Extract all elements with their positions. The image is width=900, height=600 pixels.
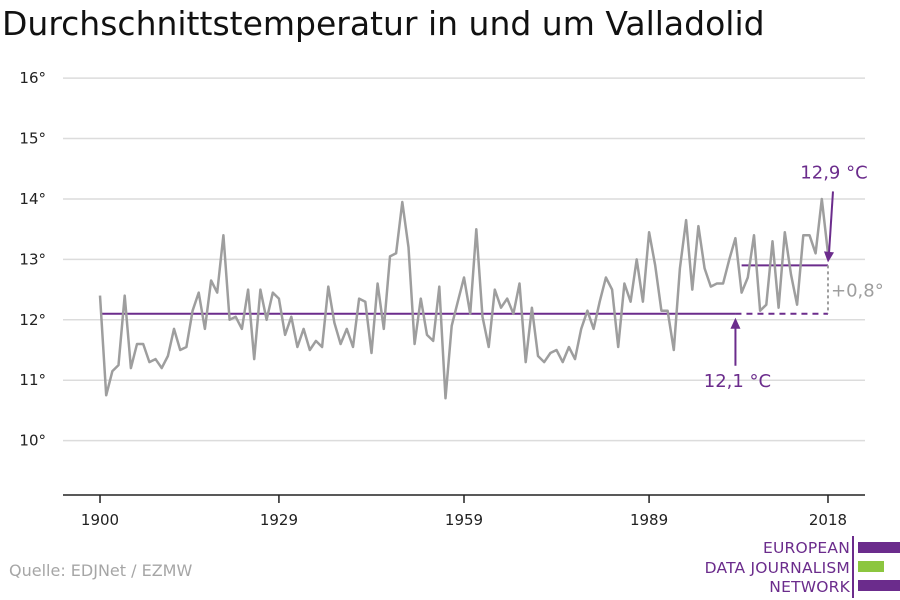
y-tick-label: 14°	[19, 190, 46, 208]
x-tick-label: 1989	[630, 511, 668, 529]
baseline-arrow-head	[730, 317, 741, 329]
y-tick-label: 13°	[19, 250, 46, 268]
difference-label: +0,8°	[831, 281, 884, 302]
baseline-label: 12,1 °C	[704, 371, 771, 392]
logo-line-data-journalism: DATA JOURNALISM	[704, 559, 850, 577]
y-tick-label: 10°	[19, 432, 46, 450]
x-tick-label: 1929	[260, 511, 298, 529]
logo-bar-middle	[858, 561, 884, 572]
logo-line-network: NETWORK	[769, 578, 850, 596]
logo-line-european: EUROPEAN	[762, 539, 850, 557]
y-tick-label: 15°	[19, 130, 46, 148]
logo-bar-top	[858, 542, 900, 553]
y-tick-label: 12°	[19, 311, 46, 329]
x-tick-label: 1959	[445, 511, 483, 529]
logo-bar-bottom	[858, 580, 900, 591]
source-note: Quelle: EDJNet / EZMW	[9, 561, 193, 580]
recent-arrow-shaft	[827, 191, 834, 254]
recent-arrow-head	[823, 251, 834, 263]
recent-label: 12,9 °C	[800, 162, 867, 183]
y-tick-label: 16°	[19, 69, 46, 87]
temperature-series-line	[98, 197, 830, 400]
chart-title: Durchschnittstemperatur in und um Vallad…	[2, 4, 765, 43]
logo-divider	[852, 536, 854, 598]
x-tick-label: 1900	[81, 511, 119, 529]
x-tick-label: 2018	[809, 511, 847, 529]
y-tick-label: 11°	[19, 371, 46, 389]
edjnet-logo: EUROPEAN DATA JOURNALISM NETWORK	[700, 536, 900, 598]
